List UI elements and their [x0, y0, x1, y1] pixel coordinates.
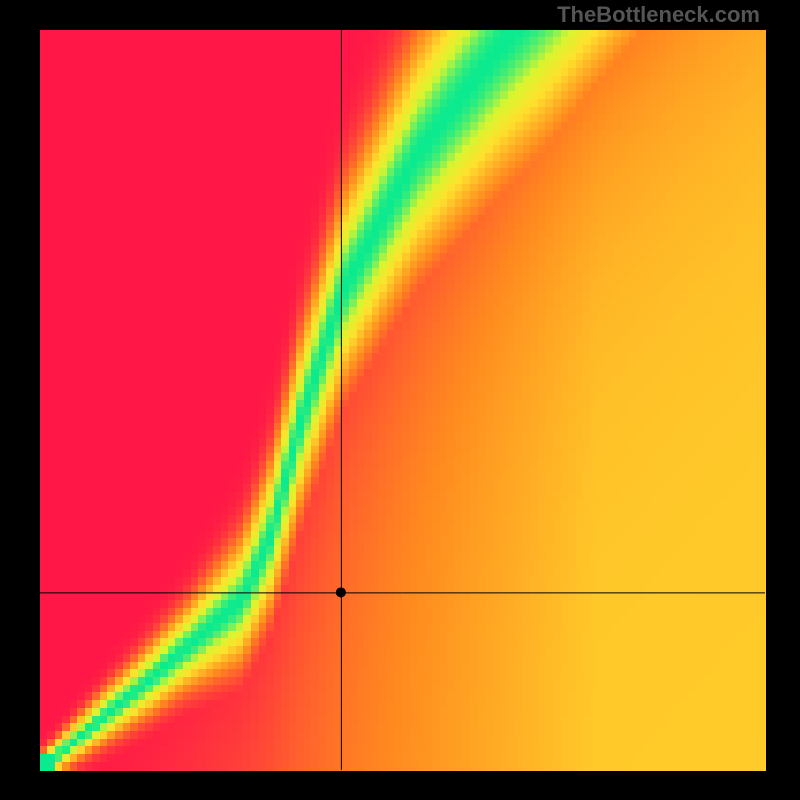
watermark-text: TheBottleneck.com — [557, 2, 760, 28]
bottleneck-heatmap — [0, 0, 800, 800]
chart-container: { "watermark": { "text": "TheBottleneck.… — [0, 0, 800, 800]
